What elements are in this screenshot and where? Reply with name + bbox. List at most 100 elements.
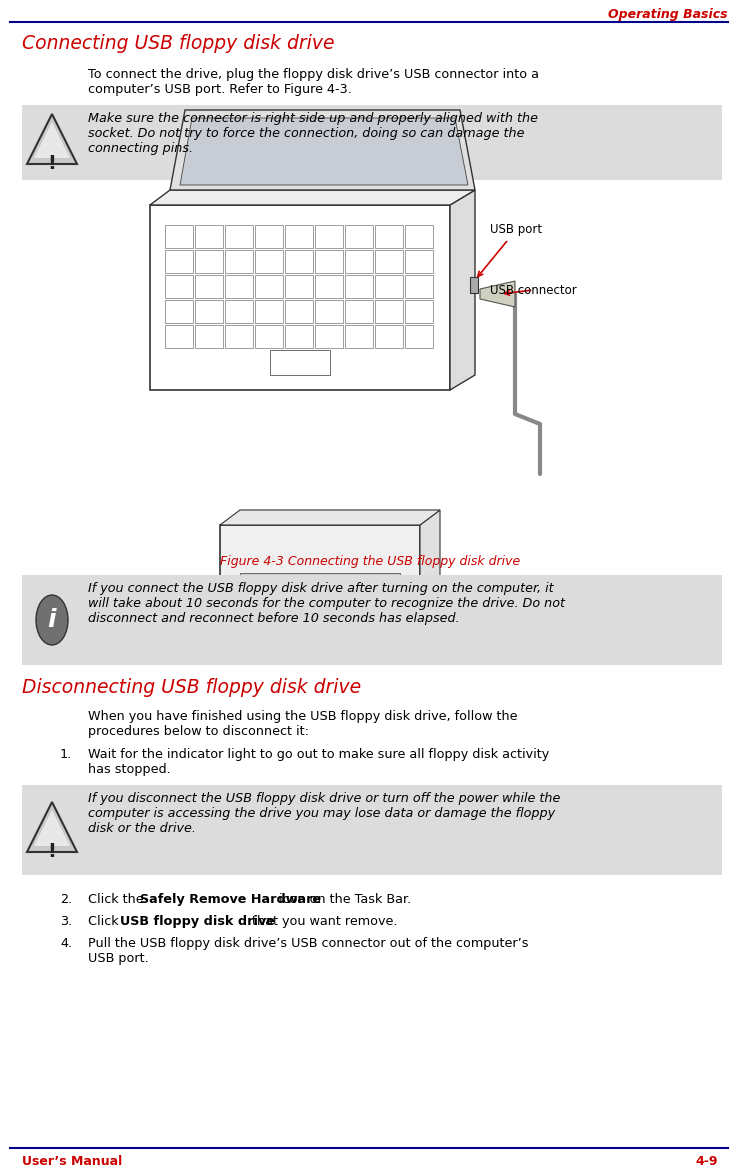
- Bar: [240, 573, 400, 585]
- Bar: [345, 225, 373, 248]
- Bar: [405, 250, 433, 273]
- Text: USB floppy disk drive: USB floppy disk drive: [120, 915, 275, 928]
- Bar: [140, 195, 600, 540]
- Bar: [470, 277, 478, 293]
- Bar: [345, 250, 373, 273]
- Bar: [285, 225, 313, 248]
- Polygon shape: [27, 802, 77, 852]
- Bar: [220, 525, 420, 605]
- Bar: [285, 325, 313, 348]
- Bar: [22, 575, 722, 665]
- Bar: [165, 300, 193, 323]
- Text: disconnect and reconnect before 10 seconds has elapsed.: disconnect and reconnect before 10 secon…: [88, 612, 460, 625]
- Polygon shape: [220, 510, 440, 525]
- Bar: [345, 275, 373, 298]
- Text: User’s Manual: User’s Manual: [22, 1154, 123, 1168]
- Text: 1.: 1.: [60, 748, 72, 761]
- Text: that you want remove.: that you want remove.: [248, 915, 397, 928]
- Text: procedures below to disconnect it:: procedures below to disconnect it:: [88, 725, 309, 738]
- Text: Disconnecting USB floppy disk drive: Disconnecting USB floppy disk drive: [22, 677, 361, 697]
- Text: If you disconnect the USB floppy disk drive or turn off the power while the: If you disconnect the USB floppy disk dr…: [88, 792, 560, 805]
- Bar: [255, 225, 283, 248]
- Text: Wait for the indicator light to go out to make sure all floppy disk activity: Wait for the indicator light to go out t…: [88, 748, 549, 761]
- Bar: [255, 300, 283, 323]
- Text: will take about 10 seconds for the computer to recognize the drive. Do not: will take about 10 seconds for the compu…: [88, 597, 565, 609]
- Text: Click the: Click the: [88, 893, 148, 906]
- Bar: [195, 250, 223, 273]
- Polygon shape: [27, 114, 77, 164]
- Text: connecting pins.: connecting pins.: [88, 142, 193, 155]
- Bar: [315, 300, 343, 323]
- Bar: [405, 225, 433, 248]
- Bar: [225, 225, 253, 248]
- Bar: [255, 275, 283, 298]
- Bar: [285, 275, 313, 298]
- Bar: [225, 250, 253, 273]
- Bar: [375, 225, 403, 248]
- Bar: [405, 300, 433, 323]
- Text: To connect the drive, plug the floppy disk drive’s USB connector into a: To connect the drive, plug the floppy di…: [88, 68, 539, 81]
- Text: Connecting USB floppy disk drive: Connecting USB floppy disk drive: [22, 34, 334, 53]
- Text: icon on the Task Bar.: icon on the Task Bar.: [275, 893, 411, 906]
- Bar: [150, 205, 450, 390]
- Text: computer’s USB port. Refer to Figure 4-3.: computer’s USB port. Refer to Figure 4-3…: [88, 83, 352, 96]
- Polygon shape: [480, 281, 515, 307]
- Text: USB connector: USB connector: [490, 284, 577, 297]
- Bar: [165, 250, 193, 273]
- Text: 3.: 3.: [60, 915, 72, 928]
- Bar: [255, 325, 283, 348]
- Polygon shape: [180, 118, 468, 185]
- Text: Safely Remove Hardware: Safely Remove Hardware: [140, 893, 322, 906]
- Text: computer is accessing the drive you may lose data or damage the floppy: computer is accessing the drive you may …: [88, 808, 555, 820]
- Bar: [165, 225, 193, 248]
- Text: i: i: [48, 608, 56, 632]
- Bar: [345, 300, 373, 323]
- Text: 2.: 2.: [60, 893, 72, 906]
- Text: socket. Do not try to force the connection, doing so can damage the: socket. Do not try to force the connecti…: [88, 127, 525, 139]
- Text: 4.: 4.: [60, 936, 72, 950]
- Polygon shape: [450, 190, 475, 390]
- Text: Make sure the connector is right side up and properly aligned with the: Make sure the connector is right side up…: [88, 113, 538, 125]
- Text: has stopped.: has stopped.: [88, 763, 170, 776]
- Text: Pull the USB floppy disk drive’s USB connector out of the computer’s: Pull the USB floppy disk drive’s USB con…: [88, 936, 528, 950]
- Bar: [345, 325, 373, 348]
- Bar: [375, 275, 403, 298]
- Polygon shape: [420, 510, 440, 605]
- Text: Figure 4-3 Connecting the USB floppy disk drive: Figure 4-3 Connecting the USB floppy dis…: [220, 556, 520, 568]
- Bar: [195, 325, 223, 348]
- Bar: [375, 325, 403, 348]
- Polygon shape: [34, 122, 70, 158]
- Text: !: !: [47, 154, 56, 173]
- Bar: [225, 325, 253, 348]
- Text: !: !: [47, 841, 56, 861]
- Bar: [22, 785, 722, 875]
- Bar: [165, 325, 193, 348]
- Bar: [315, 250, 343, 273]
- Bar: [225, 300, 253, 323]
- Text: Operating Basics: Operating Basics: [608, 8, 728, 21]
- Bar: [375, 300, 403, 323]
- Bar: [285, 300, 313, 323]
- Bar: [315, 275, 343, 298]
- Bar: [375, 250, 403, 273]
- Bar: [195, 300, 223, 323]
- Bar: [315, 225, 343, 248]
- Bar: [22, 105, 722, 180]
- Polygon shape: [150, 190, 475, 205]
- Bar: [315, 325, 343, 348]
- Text: 4-9: 4-9: [695, 1154, 718, 1168]
- Bar: [255, 250, 283, 273]
- Text: If you connect the USB floppy disk drive after turning on the computer, it: If you connect the USB floppy disk drive…: [88, 582, 554, 595]
- Bar: [270, 350, 330, 375]
- Bar: [225, 275, 253, 298]
- Text: Click: Click: [88, 915, 123, 928]
- Bar: [285, 250, 313, 273]
- Polygon shape: [34, 810, 70, 846]
- Ellipse shape: [36, 595, 68, 645]
- Bar: [165, 275, 193, 298]
- Text: disk or the drive.: disk or the drive.: [88, 822, 196, 834]
- Text: When you have finished using the USB floppy disk drive, follow the: When you have finished using the USB flo…: [88, 710, 517, 723]
- Text: USB port: USB port: [478, 224, 542, 277]
- Bar: [195, 275, 223, 298]
- Text: USB port.: USB port.: [88, 952, 149, 965]
